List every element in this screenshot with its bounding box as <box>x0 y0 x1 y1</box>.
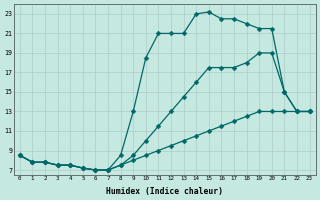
X-axis label: Humidex (Indice chaleur): Humidex (Indice chaleur) <box>106 187 223 196</box>
